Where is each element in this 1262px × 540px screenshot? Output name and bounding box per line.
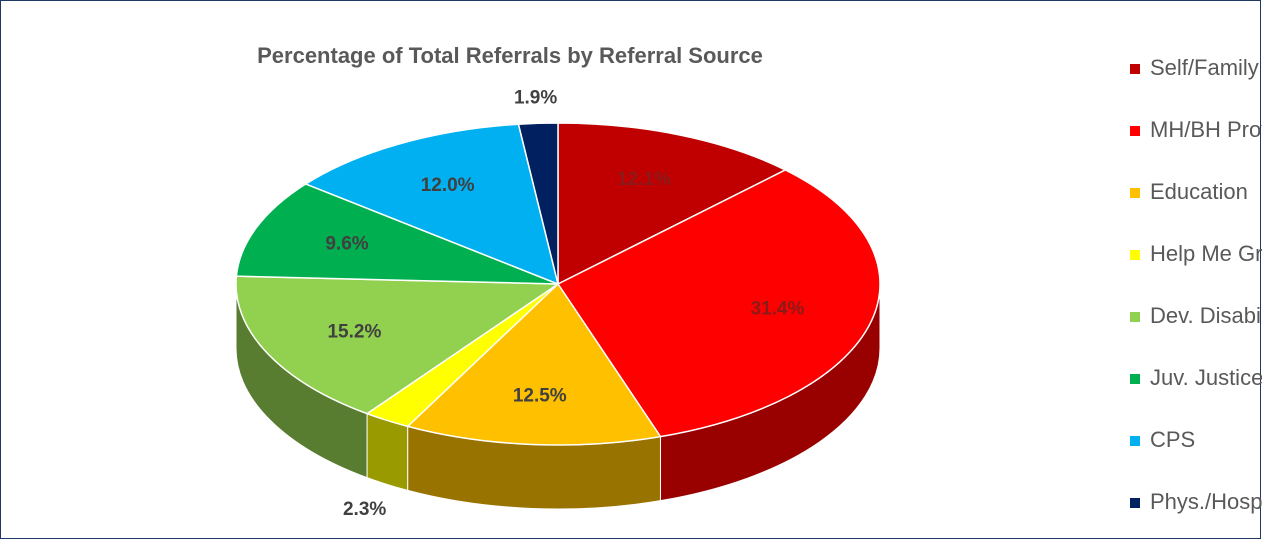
- data-label: 12.1%: [617, 169, 671, 190]
- data-label: 9.6%: [325, 233, 368, 254]
- legend-swatch: [1130, 126, 1140, 136]
- chart-title: Percentage of Total Referrals by Referra…: [257, 43, 763, 68]
- legend-label: Help Me Grow: [1150, 241, 1262, 266]
- legend-swatch: [1130, 188, 1140, 198]
- legend-swatch: [1130, 374, 1140, 384]
- legend-swatch: [1130, 312, 1140, 322]
- slice: [406, 282, 662, 446]
- data-label: 12.0%: [421, 175, 475, 196]
- legend-swatch: [1130, 436, 1140, 446]
- legend-swatch: [1130, 498, 1140, 508]
- legend-label: Phys./Hosp.: [1150, 489, 1262, 514]
- slice: [304, 123, 560, 286]
- slice: [235, 275, 561, 415]
- data-label: 31.4%: [751, 299, 805, 320]
- legend-label: Juv. Justice: [1150, 365, 1262, 390]
- legend-label: Self/Family: [1150, 55, 1259, 80]
- data-label: 15.2%: [327, 321, 381, 342]
- data-label: 12.5%: [513, 385, 567, 406]
- slice: [556, 169, 881, 438]
- legend-label: CPS: [1150, 427, 1195, 452]
- legend-swatch: [1130, 64, 1140, 74]
- data-label: 2.3%: [343, 499, 386, 520]
- legend-label: MH/BH Provider: [1150, 117, 1262, 142]
- slice: [235, 183, 559, 285]
- legend-swatch: [1130, 250, 1140, 260]
- data-label: 1.9%: [514, 87, 557, 108]
- legend-label: Education: [1150, 179, 1248, 204]
- slice: [517, 122, 559, 285]
- legend-label: Dev. Disabilities: [1150, 303, 1262, 328]
- slice: [557, 122, 787, 286]
